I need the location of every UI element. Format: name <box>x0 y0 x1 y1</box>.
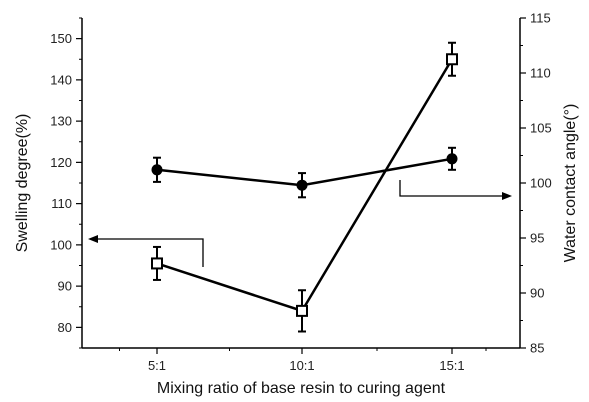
annotation-arrows <box>88 180 512 267</box>
left-tick-label: 150 <box>50 31 72 46</box>
left-axis-ticks: 80 90 100 110 120 130 140 150 <box>50 17 82 349</box>
data-point-square <box>151 257 163 270</box>
right-tick-label: 85 <box>530 341 544 356</box>
left-tick-label: 130 <box>50 114 72 129</box>
right-tick-label: 95 <box>530 231 544 246</box>
left-tick-label: 140 <box>50 72 72 87</box>
right-axis-title: Water contact angle(°) <box>562 104 579 263</box>
left-tick-label: 110 <box>51 196 72 211</box>
x-axis-ticks: 5:1 10:1 15:1 <box>119 348 487 373</box>
data-point-square <box>296 304 308 317</box>
x-tick-label: 15:1 <box>439 358 464 373</box>
x-tick-label: 10:1 <box>289 358 314 373</box>
right-tick-label: 110 <box>530 66 551 81</box>
left-tick-label: 120 <box>50 155 72 170</box>
x-axis-title: Mixing ratio of base resin to curing age… <box>157 380 446 397</box>
left-tick-label: 100 <box>50 237 72 252</box>
left-axis-title: Swelling degree(%) <box>14 114 31 253</box>
right-tick-label: 105 <box>530 121 552 136</box>
data-point-circle <box>151 164 163 176</box>
right-arrow-head <box>502 192 512 200</box>
left-arrow-line <box>96 238 204 267</box>
right-tick-label: 115 <box>530 11 551 26</box>
left-tick-label: 80 <box>58 320 72 335</box>
right-tick-label: 90 <box>530 286 544 301</box>
left-tick-label: 90 <box>58 279 72 294</box>
x-tick-label: 5:1 <box>148 358 166 373</box>
data-point-square <box>446 53 458 66</box>
right-axis-ticks: 85 90 95 100 105 110 115 <box>520 11 552 356</box>
left-arrow-head <box>88 235 98 243</box>
data-point-circle <box>446 153 458 165</box>
right-arrow-line <box>399 180 503 197</box>
data-point-circle <box>296 179 308 191</box>
series-layer <box>151 41 458 333</box>
right-tick-label: 100 <box>530 176 552 191</box>
